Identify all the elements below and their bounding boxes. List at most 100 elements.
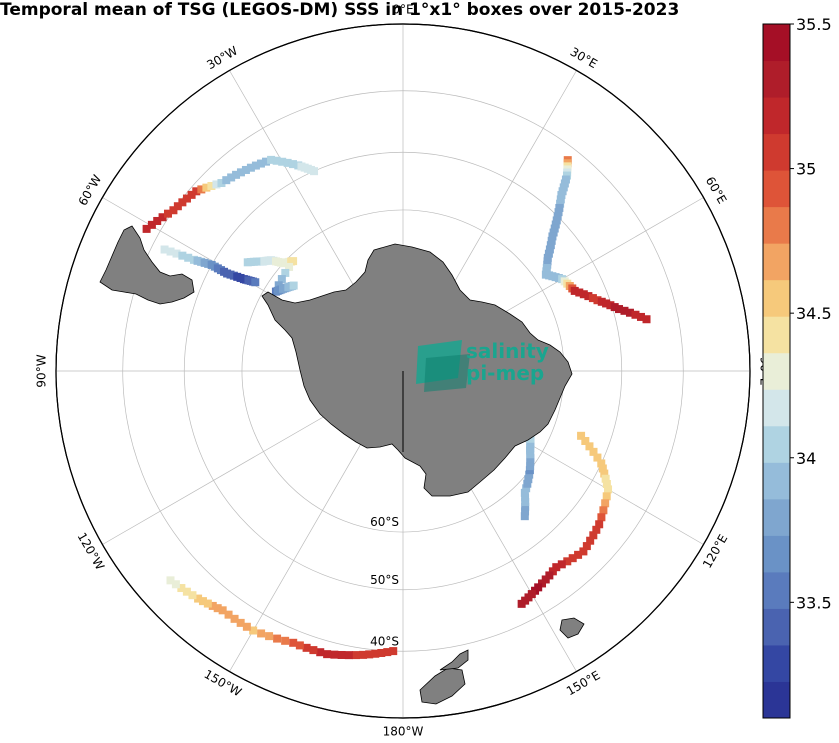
sss-cell (182, 587, 191, 596)
sss-cell (615, 305, 624, 314)
sss-cell (309, 646, 318, 655)
sss-cell (551, 220, 560, 229)
sss-cell (544, 249, 553, 258)
sss-cell (246, 163, 255, 172)
sss-cell (147, 220, 156, 229)
sss-cell (202, 183, 211, 192)
south-america-shape (99, 225, 195, 305)
sss-cell (277, 275, 286, 284)
sss-cell (575, 288, 584, 297)
colorbar-segment (763, 97, 790, 135)
sss-cell (595, 520, 604, 529)
sss-cell (241, 165, 250, 174)
lon-label: 0°E (392, 3, 413, 17)
sss-cell (602, 492, 611, 501)
sss-cell (620, 306, 629, 315)
colorbar-segment (763, 60, 790, 98)
sss-cell (330, 650, 339, 659)
colorbar-segment (763, 462, 790, 500)
colorbar-segment (763, 608, 790, 646)
sss-cell (178, 198, 187, 207)
sss-cell (222, 176, 231, 185)
sss-cell (568, 554, 577, 563)
sss-cell (166, 576, 175, 585)
sss-cell (230, 614, 239, 623)
sss-cell (359, 650, 368, 659)
new-zealand-north-shape (439, 649, 469, 671)
sss-cell (242, 622, 251, 631)
colorbar-segment (763, 133, 790, 171)
sss-cell (597, 513, 606, 522)
sss-cell (545, 245, 554, 254)
sss-cell (351, 651, 360, 660)
sss-cell (323, 650, 332, 659)
sss-cell (597, 459, 606, 468)
sss-cell (602, 480, 611, 489)
sss-cell (586, 536, 595, 545)
colorbar-tick-label: 34 (796, 449, 816, 468)
sss-cell (198, 597, 207, 606)
sss-cell (142, 224, 151, 233)
logo-mark-shadow (424, 354, 470, 392)
sss-cell (166, 247, 175, 256)
sss-cell (601, 499, 610, 508)
sss-cell (552, 216, 561, 225)
sss-cell (557, 191, 566, 200)
sss-cell (203, 599, 212, 608)
sss-cell (552, 563, 561, 572)
sss-cell (278, 157, 287, 166)
sss-cell (553, 212, 562, 221)
sss-cell (546, 241, 555, 250)
lat-label: 60°S (370, 515, 399, 529)
sss-cell (188, 591, 197, 600)
sss-cell (592, 525, 601, 534)
logo-line1: salinity (466, 339, 549, 363)
sss-cell (556, 199, 565, 208)
map-frame (55, 23, 751, 719)
sss-cell (207, 181, 216, 190)
sss-cell (377, 648, 386, 657)
sss-cell (153, 216, 162, 225)
sss-cell (281, 636, 290, 645)
sss-cell (265, 632, 274, 641)
sss-cell (177, 584, 186, 593)
sss-cell (570, 286, 579, 295)
sss-cell (310, 167, 319, 176)
sss-cell (581, 436, 590, 445)
sss-cell (577, 431, 586, 440)
sss-cell (524, 475, 533, 484)
sss-cell (589, 447, 598, 456)
sss-cell (365, 650, 374, 659)
sss-cell (520, 488, 529, 497)
sss-cell (574, 550, 583, 559)
colorbar-segment (763, 24, 790, 62)
sss-cell (593, 296, 602, 305)
sss-cell (273, 634, 282, 643)
sss-cell (289, 638, 298, 647)
sss-cell (267, 155, 276, 164)
sss-cell (598, 464, 607, 473)
sss-cell (602, 299, 611, 308)
sss-cell (283, 158, 292, 167)
sss-cell (525, 466, 534, 475)
sss-cell (251, 278, 260, 287)
sss-cell (173, 202, 182, 211)
sss-cell (192, 187, 201, 196)
sss-cells (142, 155, 651, 660)
sss-cell (236, 618, 245, 627)
lat-label: 40°S (370, 634, 399, 648)
sss-cell (579, 547, 588, 556)
sss-cell (289, 281, 298, 290)
sss-cell (579, 290, 588, 299)
map-title: Temporal mean of TSG (LEGOS-DM) SSS in 1… (0, 0, 680, 20)
lon-label: 180°W (383, 725, 424, 739)
sss-cell (172, 249, 181, 258)
sss-cell (523, 479, 532, 488)
colorbar-segment (763, 316, 790, 354)
sss-cell (217, 179, 226, 188)
sss-cell (547, 236, 556, 245)
colorbar-tick-label: 34.5 (796, 304, 832, 323)
sss-cell (344, 651, 353, 660)
sss-cell (599, 506, 608, 515)
lon-label: 90°W (35, 354, 49, 387)
